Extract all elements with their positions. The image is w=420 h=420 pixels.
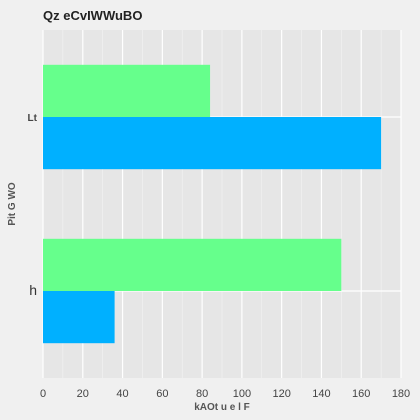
category-label: h bbox=[29, 282, 37, 298]
x-tick-label: 80 bbox=[196, 388, 208, 400]
x-tick-label: 140 bbox=[312, 388, 330, 400]
x-tick-label: 100 bbox=[233, 388, 251, 400]
x-tick-label: 180 bbox=[392, 388, 410, 400]
bar bbox=[43, 291, 115, 344]
x-tick-label: 0 bbox=[40, 388, 46, 400]
x-tick-label: 40 bbox=[116, 388, 128, 400]
x-tick-label: 160 bbox=[352, 388, 370, 400]
x-tick-label: 120 bbox=[272, 388, 290, 400]
chart-title: Qz eCvIWWuBO bbox=[43, 8, 142, 23]
bar bbox=[43, 64, 211, 117]
x-axis-ticks: 0 20 40 60 80 100 120 140 160 180 bbox=[40, 388, 410, 400]
bars bbox=[43, 64, 382, 344]
y-axis-title: Pit G WO bbox=[7, 182, 18, 226]
bar bbox=[43, 238, 342, 291]
y-axis-categories: Lt h bbox=[28, 113, 38, 298]
x-tick-label: 20 bbox=[77, 388, 89, 400]
x-tick-label: 60 bbox=[156, 388, 168, 400]
category-label: Lt bbox=[28, 113, 38, 124]
x-axis-title: kAOt u e l F bbox=[194, 402, 250, 413]
bar bbox=[43, 117, 382, 170]
